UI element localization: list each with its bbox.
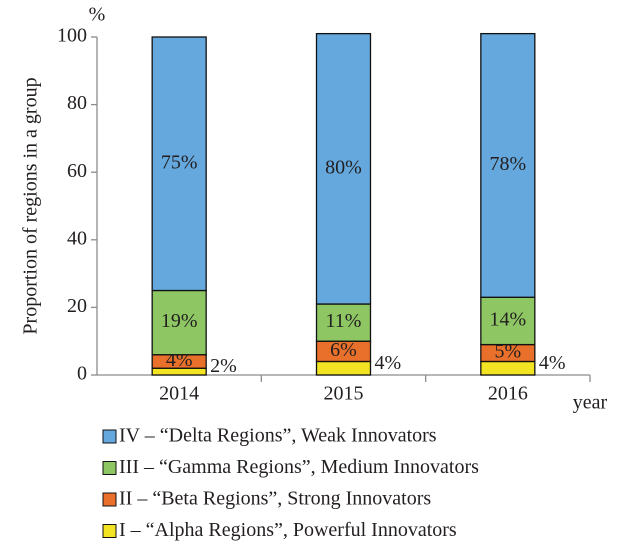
legend-swatch [102,461,117,475]
legend-swatch [102,429,117,444]
bar-segment [151,289,207,356]
bar-segment [315,360,372,376]
value-label: 6% [330,339,357,361]
value-label: 4% [539,352,566,374]
y-tick-label: 0 [77,363,87,385]
x-axis-label: year [573,392,608,414]
x-tick-label: 2014 [159,383,199,405]
x-tick-label: 2015 [324,383,364,405]
value-label: 19% [161,310,198,332]
legend-label: I – “Alpha Regions”, Powerful Innovators [119,519,457,541]
legend-label: II – “Beta Regions”, Strong Innovators [119,488,431,510]
x-tick-label: 2016 [488,383,528,405]
value-label: 11% [326,310,362,332]
bar-segment [480,296,536,346]
y-tick-label: 60 [67,160,87,182]
legend-swatch [102,492,117,507]
bar-segment [480,360,536,376]
y-tick-label: 80 [67,92,87,114]
y-tick-label: 20 [67,295,87,317]
y-unit: % [89,4,106,26]
y-tick-label: 100 [57,25,87,47]
bar-segment [315,32,372,305]
legend-label: IV – “Delta Regions”, Weak Innovators [119,425,437,447]
bar-segment [315,303,372,342]
legend-label: III – “Gamma Regions”, Medium Innovators [119,456,479,478]
y-axis-label: Proportion of regions in a group [20,77,42,334]
value-label: 5% [494,341,521,363]
value-label: 4% [375,352,402,374]
bar-segment [151,36,207,292]
y-tick-label: 40 [67,227,87,249]
value-label: 2% [210,355,237,377]
value-label: 14% [489,309,526,331]
legend-swatch [102,524,117,538]
value-label: 75% [161,151,198,173]
value-label: 80% [325,156,362,178]
value-label: 78% [489,153,526,175]
bar-segment [480,32,536,298]
